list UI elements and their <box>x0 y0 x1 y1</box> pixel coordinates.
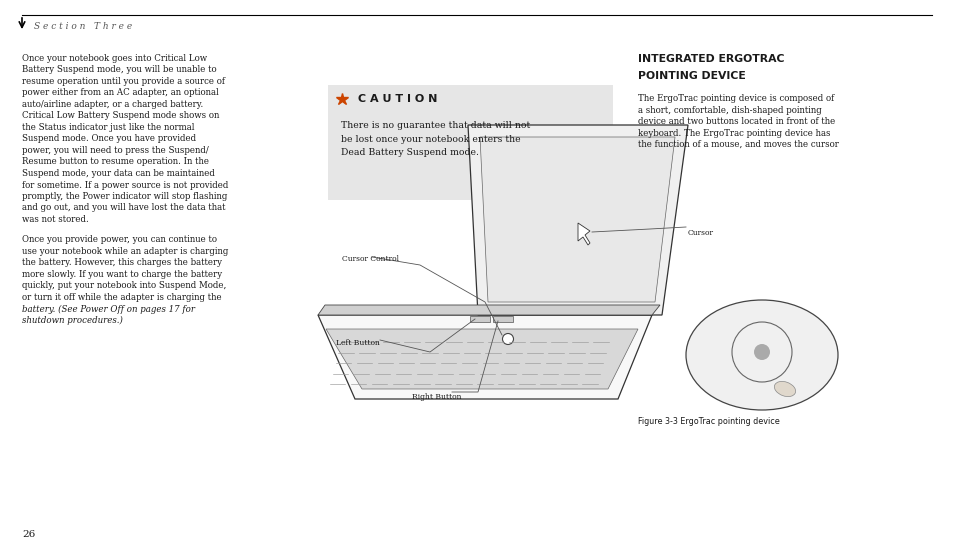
Text: There is no guarantee that data will not: There is no guarantee that data will not <box>340 121 530 130</box>
Polygon shape <box>317 305 659 315</box>
Text: the Status indicator just like the normal: the Status indicator just like the norma… <box>22 123 194 132</box>
Text: power either from an AC adapter, an optional: power either from an AC adapter, an opti… <box>22 89 218 97</box>
Text: power, you will need to press the Suspend/: power, you will need to press the Suspen… <box>22 146 209 155</box>
Text: S e c t i o n   T h r e e: S e c t i o n T h r e e <box>34 22 132 31</box>
Bar <box>328 85 613 200</box>
Polygon shape <box>317 315 651 399</box>
Polygon shape <box>468 125 687 315</box>
Text: Right Button: Right Button <box>412 393 461 401</box>
Bar <box>493 315 513 322</box>
Text: C A U T I O N: C A U T I O N <box>357 94 436 104</box>
Polygon shape <box>578 223 589 245</box>
Text: a short, comfortable, dish-shaped pointing: a short, comfortable, dish-shaped pointi… <box>638 105 821 115</box>
Polygon shape <box>326 329 638 389</box>
Text: Dead Battery Suspend mode.: Dead Battery Suspend mode. <box>340 148 478 157</box>
Text: use your notebook while an adapter is charging: use your notebook while an adapter is ch… <box>22 247 228 256</box>
Text: promptly, the Power indicator will stop flashing: promptly, the Power indicator will stop … <box>22 192 227 201</box>
Text: Battery Suspend mode, you will be unable to: Battery Suspend mode, you will be unable… <box>22 66 216 75</box>
Text: more slowly. If you want to charge the battery: more slowly. If you want to charge the b… <box>22 270 222 279</box>
Text: Once your notebook goes into Critical Low: Once your notebook goes into Critical Lo… <box>22 54 207 63</box>
Ellipse shape <box>774 382 795 397</box>
Text: quickly, put your notebook into Suspend Mode,: quickly, put your notebook into Suspend … <box>22 281 226 291</box>
Text: battery. (See Power Off on pages 17 for: battery. (See Power Off on pages 17 for <box>22 305 194 314</box>
Text: Cursor Control: Cursor Control <box>341 255 398 263</box>
Text: Cursor: Cursor <box>687 229 713 237</box>
Text: 26: 26 <box>22 530 35 539</box>
Ellipse shape <box>685 300 837 410</box>
Text: resume operation until you provide a source of: resume operation until you provide a sou… <box>22 77 225 86</box>
Text: shutdown procedures.): shutdown procedures.) <box>22 316 123 325</box>
Polygon shape <box>479 137 675 302</box>
Text: Figure 3-3 ErgoTrac pointing device: Figure 3-3 ErgoTrac pointing device <box>638 417 779 426</box>
Text: keyboard. The ErgoTrac pointing device has: keyboard. The ErgoTrac pointing device h… <box>638 129 830 138</box>
Text: the function of a mouse, and moves the cursor: the function of a mouse, and moves the c… <box>638 140 838 149</box>
Text: the battery. However, this charges the battery: the battery. However, this charges the b… <box>22 258 222 267</box>
Bar <box>470 315 490 322</box>
Text: and go out, and you will have lost the data that: and go out, and you will have lost the d… <box>22 203 225 213</box>
Text: Resume button to resume operation. In the: Resume button to resume operation. In th… <box>22 158 209 167</box>
Text: was not stored.: was not stored. <box>22 215 89 224</box>
Text: POINTING DEVICE: POINTING DEVICE <box>638 71 745 81</box>
Text: INTEGRATED ERGOTRAC: INTEGRATED ERGOTRAC <box>638 54 783 64</box>
Text: The ErgoTrac pointing device is composed of: The ErgoTrac pointing device is composed… <box>638 94 833 103</box>
Circle shape <box>502 334 513 344</box>
Text: auto/airline adapter, or a charged battery.: auto/airline adapter, or a charged batte… <box>22 100 203 109</box>
Text: for sometime. If a power source is not provided: for sometime. If a power source is not p… <box>22 180 228 189</box>
Text: be lost once your notebook enters the: be lost once your notebook enters the <box>340 134 520 144</box>
Text: Suspend mode, your data can be maintained: Suspend mode, your data can be maintaine… <box>22 169 214 178</box>
Text: Once you provide power, you can continue to: Once you provide power, you can continue… <box>22 236 216 245</box>
Text: Left Button: Left Button <box>335 339 379 347</box>
Text: device and two buttons located in front of the: device and two buttons located in front … <box>638 117 835 126</box>
Circle shape <box>753 344 769 360</box>
Text: Critical Low Battery Suspend mode shows on: Critical Low Battery Suspend mode shows … <box>22 111 219 120</box>
Text: or turn it off while the adapter is charging the: or turn it off while the adapter is char… <box>22 293 221 302</box>
Text: Suspend mode. Once you have provided: Suspend mode. Once you have provided <box>22 134 196 144</box>
